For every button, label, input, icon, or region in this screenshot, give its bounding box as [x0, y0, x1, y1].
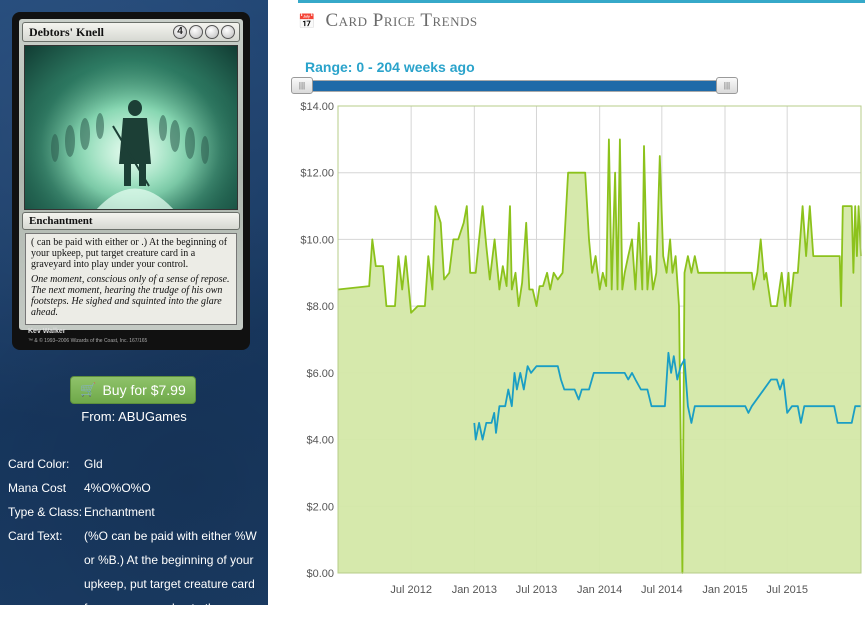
card-type-line: Enchantment	[29, 215, 93, 227]
calendar-icon: 📅	[298, 12, 316, 29]
mana-symbol-hybrid-icon	[205, 25, 219, 39]
card-mana-cost: 4	[173, 25, 235, 39]
card-details: Card Color: Gld Mana Cost 4%O%O%O Type &…	[8, 452, 264, 620]
detail-key: Card Text:	[8, 529, 63, 543]
x-tick-label: Jul 2012	[390, 584, 432, 596]
range-slider-selection	[302, 81, 726, 91]
plot-border	[337, 105, 862, 574]
panel-title-text: Card Price Trends	[325, 10, 478, 31]
card-name-bar: Debtors' Knell 4	[22, 22, 240, 42]
chart-lines	[337, 138, 862, 574]
series-line-1	[473, 351, 861, 441]
y-tick-label: $2.00	[306, 501, 334, 513]
card-image: Debtors' Knell 4	[12, 12, 250, 350]
mana-symbol-hybrid-icon	[221, 25, 235, 39]
buy-button-label: Buy for $7.99	[102, 382, 186, 398]
y-tick-label: $4.00	[306, 435, 334, 447]
range-label: Range: 0 - 204 weeks ago	[305, 59, 475, 75]
detail-value: (%O can be paid with either %W or %B.) A…	[84, 529, 257, 615]
mana-symbol-generic: 4	[173, 25, 187, 39]
price-chart: $0.00 $2.00 $4.00 $6.00 $8.00 $10.00 $12.00 $14…	[300, 101, 862, 596]
series-line-0	[337, 138, 862, 574]
slider-handle-start[interactable]: |||	[291, 77, 313, 94]
x-tick-label: Jul 2014	[641, 584, 683, 596]
card-flavor-text: One moment, conscious only of a sense of…	[31, 274, 230, 318]
x-tick-label: Jan 2015	[702, 584, 747, 596]
card-sidebar: Debtors' Knell 4	[0, 0, 268, 615]
card-rules-text: ( can be paid with either or .) At the b…	[31, 237, 228, 270]
y-tick-label: $10.00	[300, 234, 334, 246]
x-tick-label: Jan 2013	[452, 584, 497, 596]
detail-key: Mana Cost	[8, 481, 67, 495]
x-tick-label: Jan 2014	[577, 584, 622, 596]
y-tick-label: $14.00	[300, 101, 334, 113]
y-tick-label: $8.00	[306, 301, 334, 313]
seller-label: From: ABUGames	[81, 409, 187, 424]
detail-value: 4%O%O%O	[84, 481, 151, 495]
x-tick-label: Jul 2015	[766, 584, 808, 596]
detail-row-type: Type & Class: Enchantment	[8, 500, 264, 524]
y-tick-label: $6.00	[306, 368, 334, 380]
card-art-illustration	[25, 46, 237, 209]
detail-value: Enchantment	[84, 505, 155, 519]
panel-title: 📅 Card Price Trends	[298, 10, 478, 32]
y-axis: $0.00 $2.00 $4.00 $6.00 $8.00 $10.00 $12.00 $14…	[300, 101, 334, 580]
x-axis: Jul 2012 Jan 2013 Jul 2013 Jan 2014 Jul 2014…	[390, 584, 808, 596]
y-tick-label: $0.00	[306, 568, 334, 580]
x-tick-label: Jul 2013	[516, 584, 558, 596]
card-type-bar: Enchantment	[22, 212, 240, 230]
detail-value: Gld	[84, 457, 103, 471]
card-artist: Kev Walker	[28, 328, 66, 335]
slider-handle-end[interactable]: |||	[716, 77, 738, 94]
cart-icon: 🛒	[80, 382, 97, 397]
accent-rule	[298, 0, 865, 3]
detail-key: Card Color:	[8, 457, 70, 471]
detail-row-color: Card Color: Gld	[8, 452, 264, 476]
y-tick-label: $12.00	[300, 168, 334, 180]
card-art	[24, 45, 238, 210]
buy-button[interactable]: 🛒 Buy for $7.99	[70, 376, 196, 404]
detail-row-text: Card Text: (%O can be paid with either %…	[8, 524, 264, 620]
card-copyright: ™ & © 1993–2006 Wizards of the Coast, In…	[28, 338, 148, 344]
detail-key: Type & Class:	[8, 505, 83, 519]
detail-row-mana-cost: Mana Cost 4%O%O%O	[8, 476, 264, 500]
card-name: Debtors' Knell	[29, 25, 104, 39]
card-text-box: ( can be paid with either or .) At the b…	[25, 233, 237, 325]
mana-symbol-hybrid-icon	[189, 25, 203, 39]
